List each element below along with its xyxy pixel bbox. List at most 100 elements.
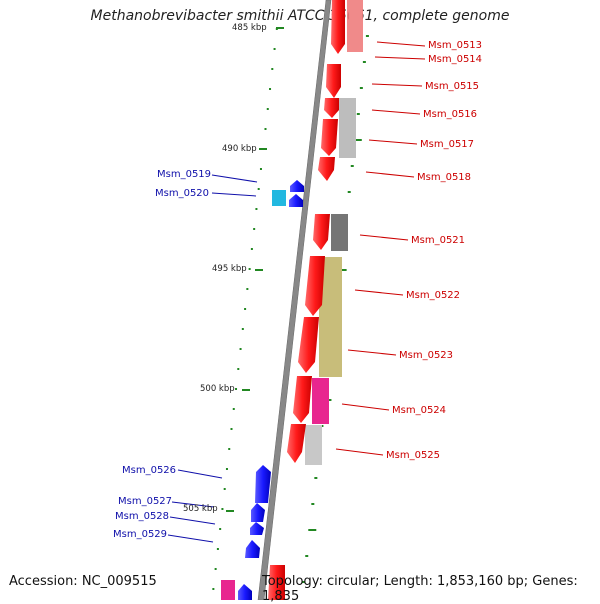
tick-label: 485 kbp <box>232 23 267 33</box>
scale-dot <box>302 581 306 583</box>
scale-tick <box>226 510 234 512</box>
tick-label: 495 kbp <box>212 264 247 274</box>
gene-label[interactable]: Msm_0522 <box>406 290 460 301</box>
scale-dot <box>219 528 222 530</box>
scale-dot <box>353 139 362 141</box>
gene-label[interactable]: Msm_0529 <box>113 529 167 540</box>
scale-dot <box>225 468 228 470</box>
scale-dot <box>257 188 260 190</box>
scale-dot <box>356 113 360 115</box>
scale-dot <box>221 508 224 510</box>
gene-label[interactable]: Msm_0514 <box>428 54 482 65</box>
gene-Msm_0513[interactable] <box>331 0 345 54</box>
gene-next-reverse[interactable] <box>238 584 252 600</box>
gene-label[interactable]: Msm_0518 <box>417 172 471 183</box>
gene-label[interactable]: Msm_0517 <box>420 139 474 150</box>
scale-tick <box>276 27 284 29</box>
label-line <box>335 448 384 456</box>
scale-tick <box>255 269 263 271</box>
scale-dots <box>212 28 278 590</box>
gene-labels-forward: Msm_0513 Msm_0514 Msm_0515 Msm_0516 Msm_… <box>386 40 482 461</box>
gene-Msm_0516[interactable] <box>324 98 339 118</box>
cog-band <box>331 214 348 251</box>
cog-band <box>339 98 356 158</box>
scale-dot <box>228 448 231 450</box>
label-line <box>371 83 423 87</box>
gene-label[interactable]: Msm_0516 <box>423 109 477 120</box>
label-line <box>365 171 415 178</box>
tick-label: 500 kbp <box>200 384 235 394</box>
gene-labels-reverse: Msm_0519 Msm_0520 Msm_0526 Msm_0527 Msm_… <box>113 169 211 540</box>
scale-dot <box>223 488 226 490</box>
scale-dot <box>250 248 253 250</box>
gene-Msm_0523[interactable] <box>298 317 319 373</box>
scale-dot <box>212 588 215 590</box>
reverse-genes <box>238 180 304 600</box>
scale-dot <box>365 35 369 37</box>
gene-Msm_0521[interactable] <box>313 214 330 250</box>
gene-label[interactable]: Msm_0521 <box>411 235 465 246</box>
tick-label: 505 kbp <box>183 504 218 514</box>
gene-Msm_0527[interactable] <box>251 503 265 522</box>
scale-dot <box>314 477 318 479</box>
gene-label[interactable]: Msm_0528 <box>115 511 169 522</box>
scale-dot <box>244 308 247 310</box>
label-line <box>354 289 404 296</box>
scale-dot <box>237 368 240 370</box>
label-line <box>169 516 216 525</box>
scale-dot <box>269 88 272 90</box>
label-line <box>171 501 215 508</box>
scale-dot <box>273 48 276 50</box>
gene-Msm_0515[interactable] <box>326 64 341 98</box>
gene-Msm_0520[interactable] <box>289 194 303 207</box>
map-title: Methanobrevibacter smithii ATCC 35061, c… <box>90 8 510 24</box>
gene-label[interactable]: Msm_0513 <box>428 40 482 51</box>
gene-label[interactable]: Msm_0523 <box>399 350 453 361</box>
gene-Msm_0520-cog <box>272 190 286 206</box>
scale-ticks <box>226 27 284 512</box>
gene-label[interactable]: Msm_0525 <box>386 450 440 461</box>
gene-Msm_0529[interactable] <box>245 540 260 558</box>
scale-dot <box>241 328 244 330</box>
scale-dot <box>347 191 351 193</box>
cog-band <box>312 378 329 424</box>
label-line <box>374 56 426 60</box>
gene-Msm_0517[interactable] <box>321 119 338 156</box>
gene-label[interactable]: Msm_0526 <box>122 465 176 476</box>
accession-text: Accession: NC_009515 <box>9 574 157 589</box>
gene-label[interactable]: Msm_0524 <box>392 405 446 416</box>
genome-backbone <box>257 0 332 600</box>
scale-dot <box>232 408 235 410</box>
gene-Msm_0525[interactable] <box>287 424 306 463</box>
gene-label[interactable]: Msm_0520 <box>155 188 209 199</box>
scale-dot <box>239 348 242 350</box>
label-line <box>177 469 223 479</box>
scale-dot <box>338 269 347 271</box>
scale-dot <box>246 288 249 290</box>
gene-label[interactable]: Msm_0515 <box>425 81 479 92</box>
gene-label[interactable]: Msm_0519 <box>157 169 211 180</box>
label-line <box>368 139 418 145</box>
scale-dot <box>359 87 363 89</box>
tick-labels: 485 kbp 490 kbp 495 kbp 500 kbp 505 kbp <box>183 23 267 514</box>
gene-label[interactable]: Msm_0527 <box>118 496 172 507</box>
scale-dot <box>259 168 262 170</box>
gene-Msm_0528[interactable] <box>250 522 264 535</box>
gene-next-forward[interactable] <box>268 565 285 600</box>
label-line <box>347 349 397 356</box>
scale-dot <box>255 208 258 210</box>
gene-Msm_0518[interactable] <box>318 157 335 181</box>
label-line <box>211 192 257 197</box>
scale-dot <box>266 108 269 110</box>
gene-Msm_0519[interactable] <box>290 180 304 192</box>
label-line <box>376 41 426 47</box>
gene-Msm_0522[interactable] <box>305 256 325 316</box>
scale-tick <box>242 389 250 391</box>
gene-Msm_0526[interactable] <box>255 465 271 503</box>
gene-Msm_0524[interactable] <box>293 376 312 423</box>
scale-dot <box>350 165 354 167</box>
gene-Msm_0514[interactable] <box>349 0 362 52</box>
tick-label: 490 kbp <box>222 144 257 154</box>
scale-dot <box>235 388 238 390</box>
